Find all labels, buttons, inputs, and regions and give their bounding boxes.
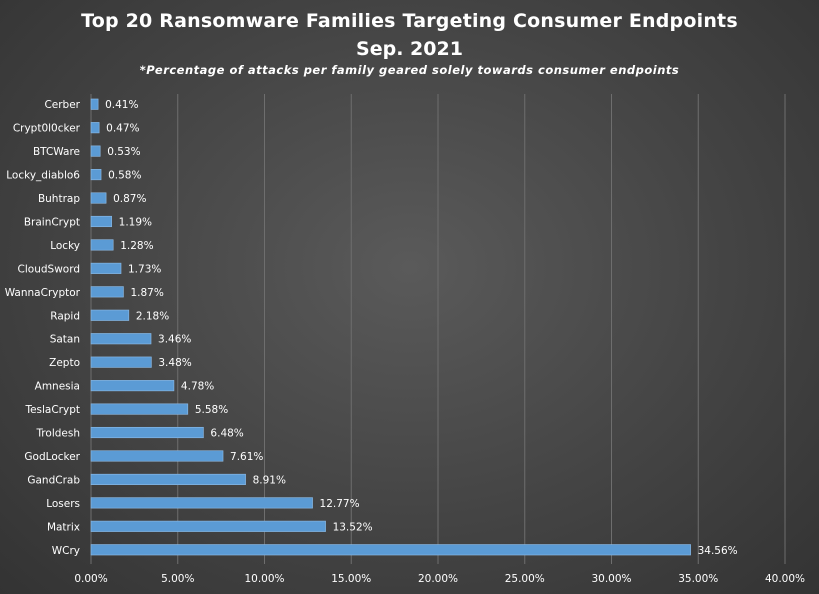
bar: [90, 380, 175, 392]
x-tick-label: 10.00%: [244, 573, 284, 585]
bar: [90, 309, 130, 321]
bar: [90, 215, 112, 228]
data-label: 1.73%: [128, 263, 161, 275]
category-label: GandCrab: [27, 474, 80, 486]
category-label: TeslaCrypt: [24, 404, 80, 416]
data-label: 0.58%: [108, 170, 141, 182]
bar: [90, 169, 102, 181]
category-label: Amnesia: [35, 381, 80, 393]
bar: [90, 520, 326, 532]
data-label: 0.47%: [106, 123, 139, 135]
bar: [90, 145, 101, 157]
chart-title: Top 20 Ransomware Families Targeting Con…: [81, 10, 738, 32]
data-label: 12.77%: [320, 498, 360, 510]
x-tick-label: 30.00%: [591, 573, 631, 585]
data-label: 5.58%: [195, 404, 228, 416]
category-label: Buhtrap: [38, 193, 80, 205]
data-label: 6.48%: [210, 428, 243, 440]
category-label: Cerber: [44, 99, 80, 111]
x-tick-label: 25.00%: [505, 573, 545, 585]
x-axis-ticks: 0.00% 5.00% 10.00% 15.00% 20.00% 25.00% 30.00%…: [74, 573, 805, 585]
category-label: Locky_diablo6: [6, 170, 80, 182]
category-label: Crypt0l0cker: [13, 123, 81, 135]
data-label: 1.19%: [119, 216, 152, 228]
category-label: WCry: [52, 545, 80, 557]
data-label: 0.53%: [107, 146, 140, 158]
data-label: 7.61%: [230, 451, 263, 463]
x-tick-label: 0.00%: [74, 573, 107, 585]
bars: [90, 98, 691, 556]
bar: [90, 286, 124, 298]
data-label: 8.91%: [253, 474, 286, 486]
bar: [90, 473, 246, 485]
gridlines: [90, 94, 786, 564]
data-label: 3.46%: [158, 334, 191, 346]
category-label: Matrix: [47, 521, 80, 533]
chart-note: *Percentage of attacks per family geared…: [139, 63, 680, 77]
bar: [90, 450, 224, 462]
data-label: 4.78%: [181, 381, 214, 393]
bar: [90, 239, 114, 251]
data-label: 34.56%: [698, 545, 738, 557]
category-label: WannaCryptor: [5, 287, 81, 299]
bar: [90, 356, 152, 368]
category-label: BTCWare: [33, 146, 80, 158]
category-label: Losers: [46, 498, 80, 510]
category-label: BrainCrypt: [24, 216, 80, 228]
data-labels: 0.41% 0.47% 0.53% 0.58% 0.87% 1.19% 1.28% 1.73%…: [105, 99, 738, 557]
bar: [90, 497, 313, 509]
bar: [90, 426, 204, 439]
category-label: Locky: [50, 240, 80, 252]
x-tick-label: 5.00%: [161, 573, 194, 585]
x-tick-label: 35.00%: [678, 573, 718, 585]
bar: [90, 192, 107, 204]
category-label: Rapid: [50, 310, 80, 322]
bar: [90, 403, 189, 415]
category-label: GodLocker: [24, 451, 80, 463]
data-label: 0.87%: [113, 193, 146, 205]
category-label: Zepto: [49, 357, 80, 369]
chart-subtitle: Sep. 2021: [356, 38, 463, 60]
category-label: CloudSword: [18, 263, 80, 275]
bar: [90, 544, 691, 556]
category-label: Troldesh: [35, 428, 80, 440]
data-label: 0.41%: [105, 99, 138, 111]
x-tick-label: 20.00%: [418, 573, 458, 585]
data-label: 2.18%: [136, 310, 169, 322]
x-tick-label: 15.00%: [331, 573, 371, 585]
bar: [90, 333, 152, 345]
bar: [90, 98, 99, 110]
data-label: 1.87%: [130, 287, 163, 299]
bar: [90, 122, 100, 134]
bar: [90, 262, 122, 274]
category-labels: Cerber Crypt0l0cker BTCWare Locky_diablo6 Bu…: [5, 99, 81, 557]
data-label: 13.52%: [333, 521, 373, 533]
data-label: 1.28%: [120, 240, 153, 252]
category-label: Satan: [50, 334, 80, 346]
x-tick-label: 40.00%: [765, 573, 805, 585]
data-label: 3.48%: [158, 357, 191, 369]
